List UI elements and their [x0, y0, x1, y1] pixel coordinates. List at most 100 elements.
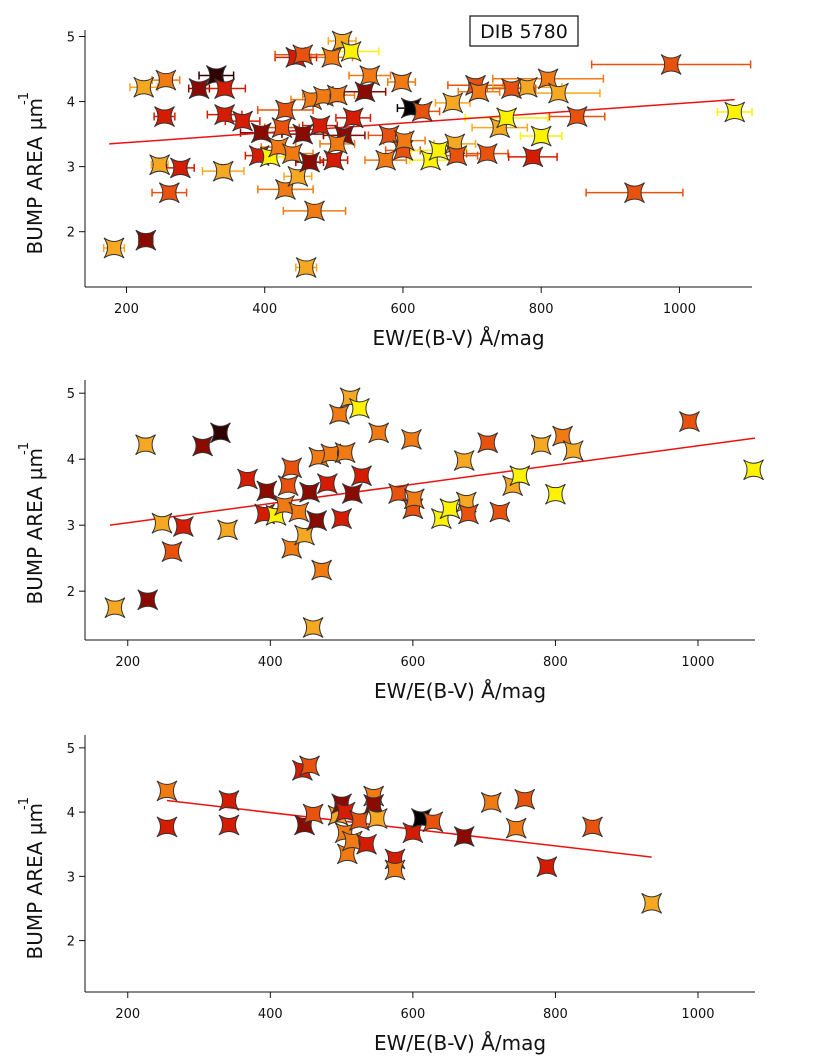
point [326, 133, 348, 155]
point [135, 229, 157, 251]
point [641, 892, 663, 914]
point [172, 516, 194, 537]
annotation-box [469, 15, 579, 47]
point [403, 488, 425, 510]
point [393, 130, 415, 152]
x-tick-label: 200 [115, 655, 140, 670]
point [188, 78, 210, 99]
point [151, 512, 173, 534]
point [468, 81, 490, 103]
point [582, 816, 603, 838]
point [514, 788, 536, 810]
point [169, 157, 191, 179]
point [743, 459, 764, 481]
point [137, 589, 159, 611]
point [496, 107, 518, 129]
point [135, 434, 156, 456]
point [331, 508, 353, 529]
point [156, 780, 178, 802]
point [218, 790, 240, 811]
x-tick-label: 600 [391, 302, 416, 317]
y-tick-label: 2 [67, 935, 75, 950]
point [133, 76, 155, 98]
point [516, 76, 538, 98]
x-axis-title: EW/E(B-V) Å/mag [372, 326, 544, 350]
point [548, 82, 569, 104]
y-tick-label: 5 [67, 742, 75, 757]
x-tick-label: 400 [258, 655, 283, 670]
point [354, 81, 376, 103]
point [340, 41, 362, 62]
point [566, 106, 588, 127]
point [275, 99, 296, 121]
point [545, 483, 566, 505]
y-axis-title-superscript: -1 [17, 92, 32, 105]
point [292, 123, 314, 145]
point [349, 810, 370, 831]
point [422, 811, 444, 833]
point [256, 480, 278, 502]
point [103, 237, 125, 259]
y-axis-title-superscript: -1 [17, 442, 32, 455]
y-tick-label: 3 [67, 870, 75, 885]
point [724, 101, 746, 123]
point [480, 792, 502, 813]
y-tick-label: 4 [67, 453, 75, 468]
point [304, 200, 325, 222]
point [552, 425, 573, 447]
x-tick-label: 400 [252, 302, 277, 317]
point [210, 422, 231, 444]
x-tick-label: 1000 [663, 302, 696, 317]
x-tick-label: 200 [115, 1007, 140, 1022]
x-tick-label: 800 [529, 302, 554, 317]
x-tick-label: 600 [400, 655, 425, 670]
point [476, 143, 498, 165]
x-tick-label: 800 [543, 655, 568, 670]
point [232, 110, 254, 132]
point [505, 817, 527, 839]
point [349, 397, 370, 419]
x-tick-label: 400 [258, 1007, 283, 1022]
x-axis-title: EW/E(B-V) Å/mag [374, 679, 546, 703]
point [320, 443, 342, 465]
point [214, 104, 236, 125]
point [158, 182, 180, 204]
point [477, 432, 499, 454]
point [375, 149, 397, 171]
point [342, 107, 364, 129]
point [509, 465, 531, 487]
point [192, 435, 214, 457]
y-tick-label: 5 [67, 31, 75, 46]
point [401, 428, 422, 450]
point [156, 816, 178, 838]
point [288, 501, 310, 523]
point [458, 503, 479, 525]
y-tick-label: 2 [67, 585, 75, 600]
y-tick-label: 3 [67, 519, 75, 534]
point [321, 46, 343, 68]
point [281, 457, 303, 479]
point [411, 100, 433, 122]
point [323, 149, 345, 171]
point [313, 85, 334, 107]
point [446, 145, 468, 166]
point [212, 160, 234, 182]
point [311, 559, 333, 581]
point [316, 473, 338, 495]
point [295, 257, 317, 278]
panel: 2 3 4 5 200 400 600 800 1000 EW/E(B-V) Å/mag BUMP … [17, 735, 755, 1055]
point [442, 92, 464, 114]
y-tick-label: 4 [67, 96, 75, 111]
point [624, 182, 645, 204]
x-axis-title: EW/E(B-V) Å/mag [374, 1031, 546, 1055]
point [359, 65, 381, 86]
point [309, 115, 331, 137]
point [299, 151, 321, 173]
point [299, 755, 320, 777]
y-axis-title-superscript: -1 [17, 797, 32, 810]
panel: 2 3 4 5 200 400 600 800 1000 EW/E(B-V) Å/mag BUMP … [17, 15, 753, 350]
point [302, 803, 324, 825]
x-tick-label: 600 [400, 1007, 425, 1022]
point [155, 69, 177, 91]
